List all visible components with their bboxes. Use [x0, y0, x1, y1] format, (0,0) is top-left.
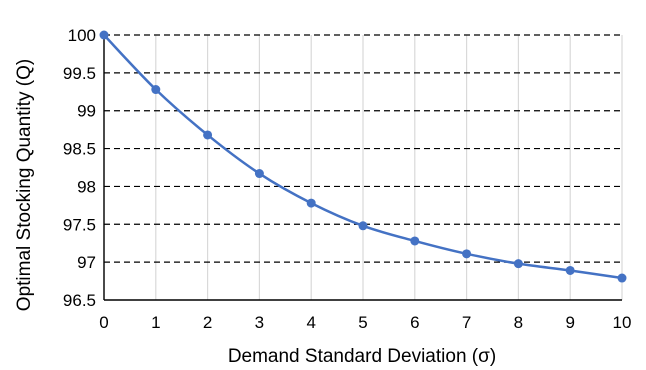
x-tick-label: 4: [306, 313, 315, 332]
y-tick-label: 96.5: [63, 291, 96, 310]
y-axis-title: Optimal Stocking Quantity (Q): [14, 59, 35, 311]
vertical-gridlines: [103, 35, 623, 300]
y-tick-label: 97.5: [63, 215, 96, 234]
data-point: [617, 273, 627, 283]
y-tick-label: 98.5: [63, 140, 96, 159]
y-tick-label: 99: [77, 102, 96, 121]
data-point: [513, 259, 523, 269]
data-point: [151, 85, 161, 95]
x-tick-labels: 0 1 2 3 4 5 6 7 8 9 10: [99, 313, 631, 332]
x-tick-label: 9: [565, 313, 574, 332]
y-tick-label: 99.5: [63, 64, 96, 83]
x-tick-label: 6: [410, 313, 419, 332]
series-layer: [99, 30, 627, 283]
x-axis-title: Demand Standard Deviation (σ): [228, 346, 496, 367]
axes: [103, 35, 622, 301]
x-tick-label: 1: [151, 313, 160, 332]
y-tick-label: 98: [77, 177, 96, 196]
data-point: [462, 249, 472, 259]
x-tick-label: 0: [99, 313, 108, 332]
horizontal-gridlines: [104, 34, 622, 263]
data-point: [358, 221, 368, 231]
data-point: [410, 236, 420, 246]
x-tick-label: 7: [462, 313, 471, 332]
y-tick-labels: 96.5 97 97.5 98 98.5 99 99.5 100: [63, 26, 96, 310]
data-point: [99, 30, 109, 40]
data-point: [203, 130, 213, 140]
x-tick-label: 2: [203, 313, 212, 332]
x-tick-label: 3: [255, 313, 264, 332]
data-point: [565, 265, 575, 275]
x-tick-label: 8: [514, 313, 523, 332]
x-tick-label: 5: [358, 313, 367, 332]
y-tick-label: 100: [68, 26, 96, 45]
y-tick-label: 97: [77, 253, 96, 272]
x-tick-label: 10: [613, 313, 632, 332]
data-point: [254, 169, 264, 179]
data-point: [306, 198, 316, 208]
